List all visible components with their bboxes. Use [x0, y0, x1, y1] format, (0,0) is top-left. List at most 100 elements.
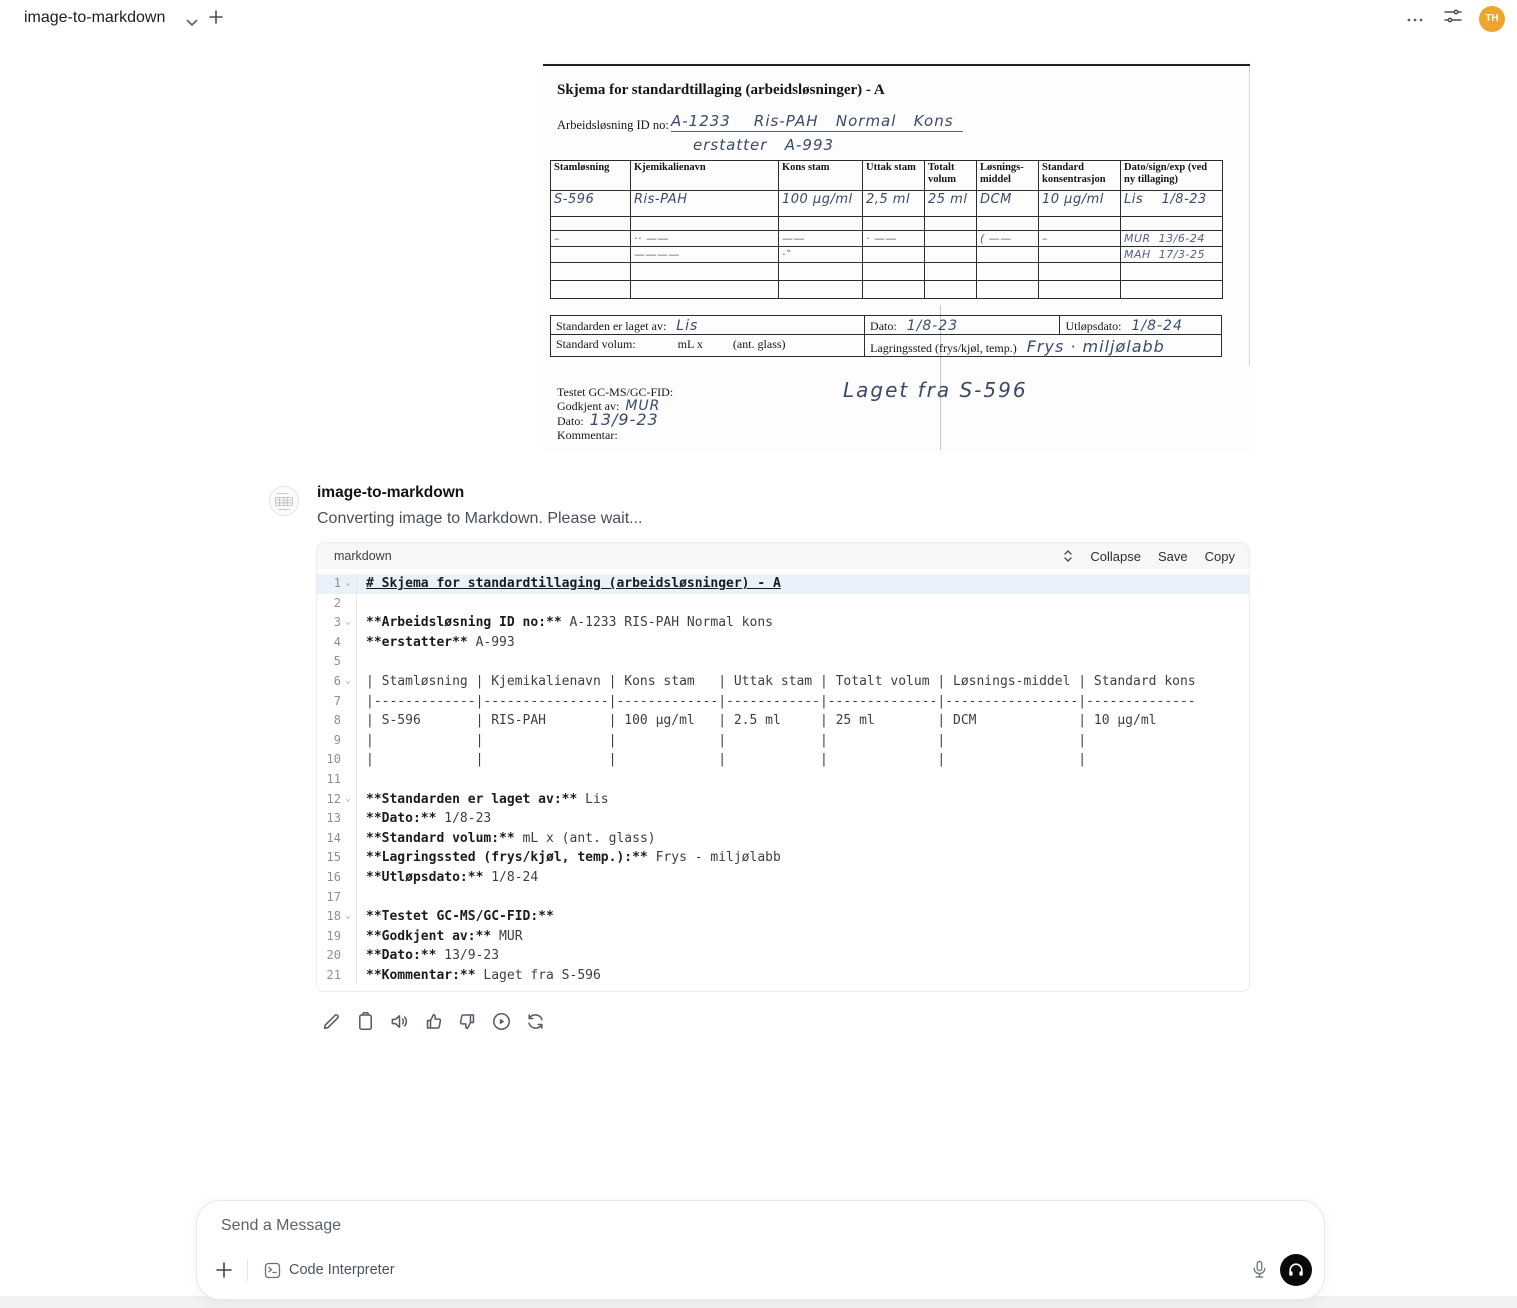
form-table-cell: – [550, 230, 631, 247]
date-value: 1/8-23 [906, 318, 959, 334]
microphone-icon[interactable] [1251, 1260, 1268, 1280]
form-table-cell: MAH 17/3-25 [1120, 246, 1223, 263]
continue-response-icon[interactable] [488, 1008, 514, 1034]
form-table-cell [630, 262, 779, 281]
composer-divider [247, 1259, 248, 1281]
form-col-header: Løsnings-middel [976, 160, 1039, 191]
line-number: 18 [326, 909, 341, 924]
save-button[interactable]: Save [1158, 548, 1188, 564]
copy-code-button[interactable]: Copy [1204, 548, 1235, 564]
scan-top-edge [543, 64, 1250, 66]
form-table-cell [862, 246, 925, 263]
model-title[interactable]: image-to-markdown [24, 9, 166, 26]
code-line: 5 [317, 652, 1249, 672]
line-number: 20 [326, 948, 341, 963]
expiry-value: 1/8-24 [1131, 318, 1183, 334]
form-table-cell: ·‶ [778, 246, 863, 263]
form-col-header: Uttak stam [862, 160, 925, 191]
code-line: 14 **Standard volum:** mL x (ant. glass) [317, 828, 1249, 849]
user-avatar[interactable]: TH [1479, 5, 1505, 32]
footer-date-value: 13/9-23 [589, 410, 659, 429]
line-number: 19 [326, 928, 341, 943]
fold-toggle-icon[interactable]: ⌄ [345, 578, 351, 588]
voice-call-headphones-icon[interactable] [1280, 1254, 1312, 1286]
form-table-cell [1038, 262, 1121, 281]
scan-artifact-line [940, 305, 941, 450]
form-table-cell: 10 µg/ml [1038, 190, 1121, 217]
code-interpreter-toggle[interactable]: Code Interpreter [256, 1258, 403, 1283]
form-table-cell: Ris-PAH [630, 190, 779, 217]
settings-sliders-icon[interactable] [1441, 5, 1465, 32]
approved-label: Godkjent av: [557, 399, 620, 413]
message-input[interactable] [221, 1217, 1221, 1247]
form-table-cell [862, 280, 925, 299]
form-table-cell [1120, 262, 1223, 281]
fold-toggle-icon[interactable]: ⌄ [345, 911, 351, 922]
form-table-cell: ———— [630, 246, 779, 263]
scan-right-edge [1249, 66, 1250, 366]
form-table-cell [862, 262, 925, 281]
read-aloud-icon[interactable] [386, 1008, 412, 1034]
code-line: 17 [317, 887, 1249, 908]
form-table-body: S-596 Ris-PAH 100 µg/ml 2,5 ml 25 ml DCM 10 µg… [550, 190, 1223, 299]
form-table-row: – ·· —— —— · ——( —— – MUR 13/6-24 [550, 230, 1223, 247]
thumbs-down-icon[interactable] [454, 1008, 480, 1034]
storage-value: Frys · miljølabb [1026, 337, 1165, 356]
thumbs-up-icon[interactable] [420, 1008, 446, 1034]
attach-plus-icon[interactable] [209, 1255, 239, 1285]
message-actions [318, 1008, 548, 1034]
form-col-header: Totalt volum [924, 160, 977, 191]
uploaded-image-scan-form[interactable]: Skjema for standardtillaging (arbeidsløs… [543, 60, 1250, 452]
code-line: 10 | | | | | | | [317, 750, 1249, 770]
code-line: 2 [317, 593, 1249, 614]
form-table-row [550, 280, 1223, 299]
edit-icon[interactable] [318, 1008, 344, 1034]
code-line: 8 | S-596 | RIS-PAH | 100 µg/ml | 2.5 ml … [317, 711, 1249, 731]
form-table-cell [778, 216, 863, 231]
regenerate-icon[interactable] [522, 1008, 548, 1034]
form-table-row [550, 216, 1223, 231]
form-table-cell [924, 246, 977, 263]
fold-toggle-icon[interactable]: ⌄ [345, 793, 351, 804]
line-number: 4 [333, 634, 341, 649]
form-table-cell [1120, 216, 1223, 231]
form-table-cell: ( —— [976, 230, 1039, 247]
copy-icon[interactable] [352, 1008, 378, 1034]
code-line: 15 **Lagringssted (frys/kjøl, temp.):** F… [317, 848, 1249, 868]
form-table-cell: – [1038, 230, 1121, 247]
expand-collapse-icon[interactable] [1063, 549, 1073, 563]
line-number: 14 [326, 830, 341, 845]
form-table-cell: Lis 1/8-23 [1120, 190, 1223, 217]
line-number: 7 [333, 693, 341, 708]
bot-status-text: Converting image to Markdown. Please wai… [317, 510, 643, 527]
form-table-cell: DCM [976, 190, 1039, 217]
form-col-header: Kjemikalienavn [630, 160, 779, 191]
form-table-cell: ·· —— [630, 230, 779, 247]
code-line: 18 ⌄ **Testet GC-MS/GC-FID:** [317, 907, 1249, 927]
line-number: 2 [333, 595, 341, 610]
form-table-cell [630, 216, 779, 231]
code-line: 20 **Dato:** 13/9-23 [317, 946, 1249, 966]
code-language-label: markdown [334, 549, 392, 563]
form-col-header: Kons stam [778, 160, 863, 191]
expiry-label: Utløpsdato: [1065, 319, 1122, 333]
form-table-row: S-596 Ris-PAH 100 µg/ml 2,5 ml 25 ml DCM 10 µg… [550, 190, 1223, 217]
fold-toggle-icon[interactable]: ⌄ [345, 675, 351, 686]
more-options-icon[interactable] [1403, 6, 1427, 32]
collapse-button[interactable]: Collapse [1090, 548, 1141, 564]
footer-date-label: Dato: [557, 414, 584, 428]
form-table-cell [630, 280, 779, 299]
form-table-cell [550, 280, 631, 299]
form-col-header: Standard konsentrasjon [1038, 160, 1121, 191]
made-by-value: Lis [676, 318, 699, 334]
form-table-row: ———— ·‶ MAH 17/3-25 [550, 246, 1223, 263]
line-number: 8 [333, 713, 341, 728]
form-table-row [550, 262, 1223, 281]
approved-value: MUR [625, 398, 661, 414]
bot-name: image-to-markdown [317, 484, 465, 501]
chevron-down-icon[interactable] [186, 14, 198, 32]
code-line: 1 ⌄ # Skjema for standardtillaging (arbeid… [317, 574, 1249, 594]
new-chat-icon[interactable] [209, 10, 223, 29]
fold-toggle-icon[interactable]: ⌄ [345, 617, 351, 628]
mini-form-thumbnail-icon [270, 487, 298, 515]
